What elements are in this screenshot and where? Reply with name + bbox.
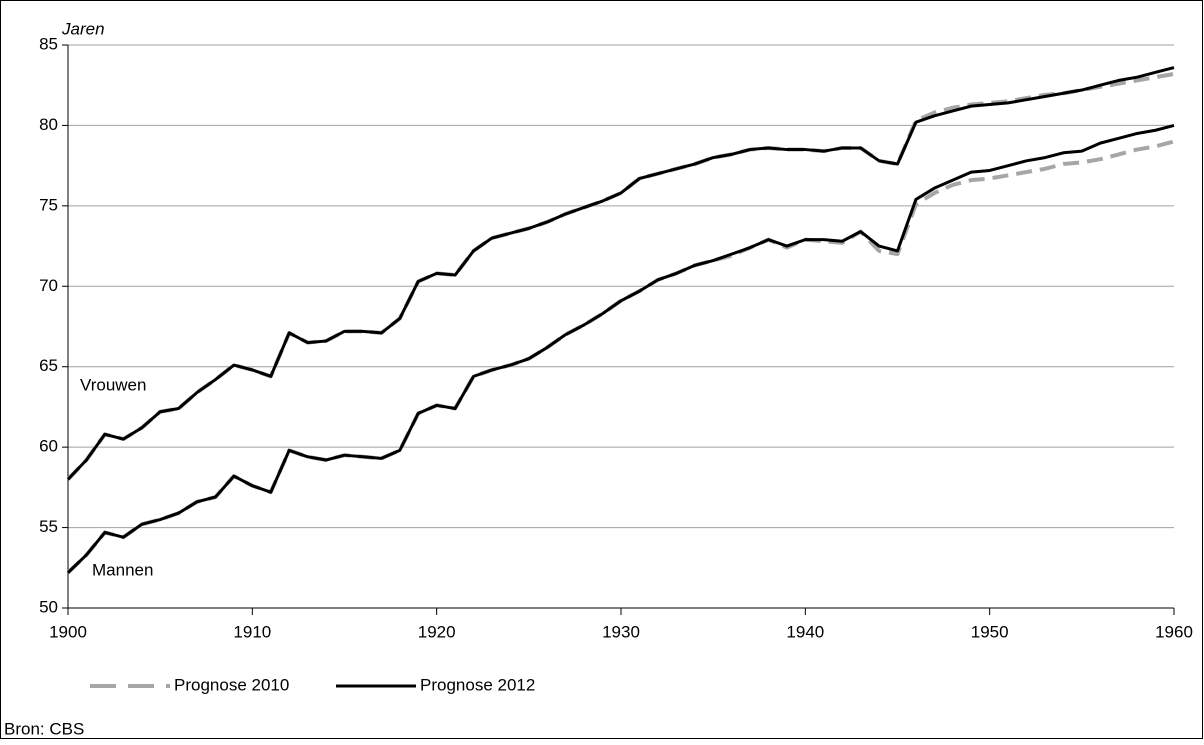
y-tick-label: 50 [39,597,58,616]
y-tick-label: 70 [39,276,58,295]
x-tick-label: 1900 [49,622,87,641]
x-tick-label: 1960 [1155,622,1193,641]
x-tick-label: 1920 [418,622,456,641]
x-tick-label: 1940 [786,622,824,641]
legend-label: Prognose 2010 [174,675,289,694]
y-tick-label: 65 [39,356,58,375]
y-tick-label: 80 [39,115,58,134]
y-tick-label: 55 [39,517,58,536]
source-note: Bron: CBS [4,719,84,738]
y-axis-title: Jaren [61,19,105,38]
line-annotation: Vrouwen [80,375,146,394]
series-line [66,66,1175,481]
x-tick-label: 1950 [971,622,1009,641]
x-tick-label: 1910 [233,622,271,641]
series-line [66,123,1175,574]
y-tick-label: 75 [39,195,58,214]
y-tick-label: 60 [39,437,58,456]
line-annotation: Mannen [92,560,153,579]
y-tick-label: 85 [39,34,58,53]
legend-label: Prognose 2012 [420,675,535,694]
x-tick-label: 1930 [602,622,640,641]
